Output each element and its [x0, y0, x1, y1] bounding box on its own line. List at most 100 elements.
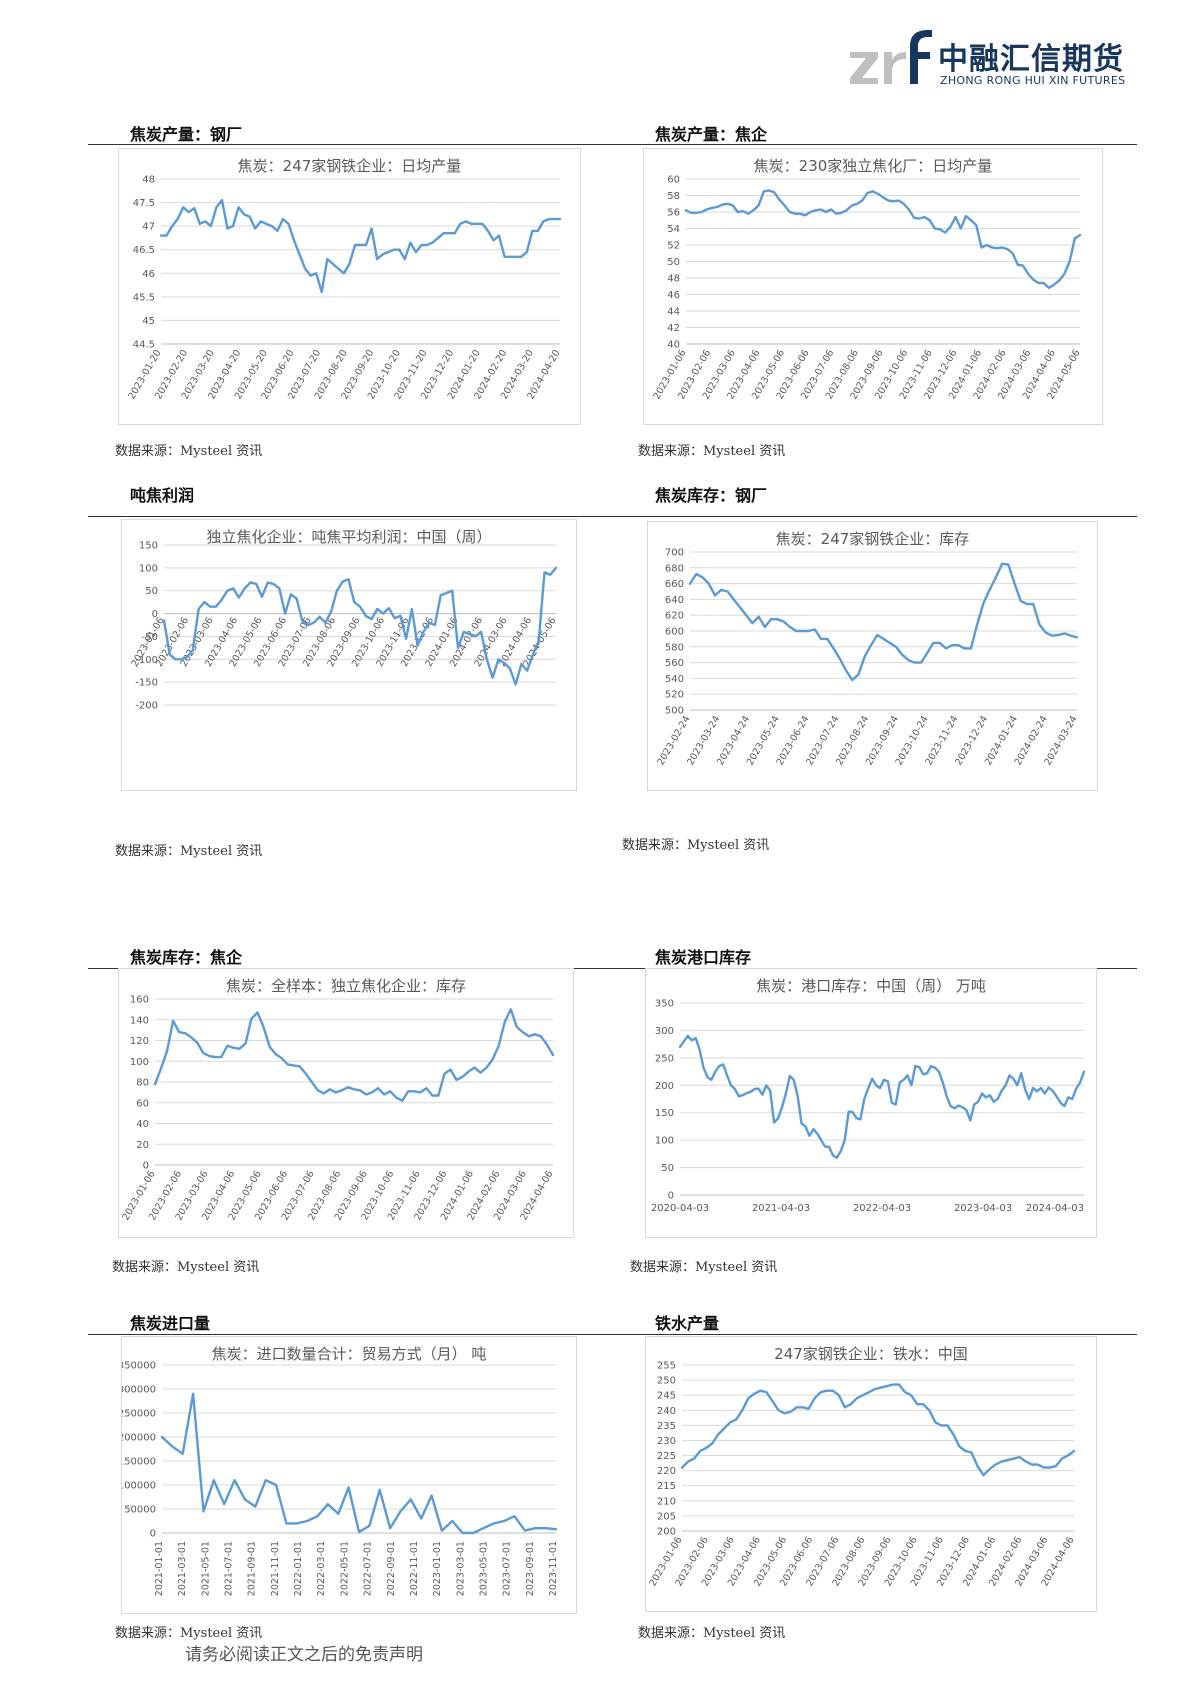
y-tick-label: 46.5: [133, 245, 155, 256]
y-tick-label: 20: [136, 1140, 149, 1151]
x-tick-label: 2023-11-01: [548, 1541, 559, 1596]
y-tick-label: 50000: [124, 1505, 156, 1516]
y-tick-label: 60: [136, 1098, 149, 1109]
x-tick-label: 2022-09-01: [386, 1541, 397, 1596]
series-line: [162, 566, 558, 686]
y-tick-label: 45.5: [133, 292, 155, 303]
y-tick-label: 235: [657, 1421, 676, 1432]
x-tick-label: 2021-01-01: [154, 1541, 165, 1596]
logo-chinese-name: 中融汇信期货: [938, 42, 1124, 77]
y-tick-label: 240: [657, 1406, 676, 1417]
data-source-note: 数据来源：Mysteel 资讯: [630, 1260, 778, 1275]
y-tick-label: 640: [665, 595, 684, 606]
data-source-note: 数据来源：Mysteel 资讯: [115, 1626, 263, 1641]
x-tick-label: 2023-07-01: [502, 1541, 513, 1596]
x-tick-label: 2022-04-03: [853, 1203, 911, 1214]
data-source-note: 数据来源：Mysteel 资讯: [115, 844, 263, 859]
y-tick-label: 44.5: [133, 340, 155, 351]
y-tick-label: 600: [665, 627, 684, 638]
y-tick-label: 220: [657, 1466, 676, 1477]
y-tick-label: 700: [665, 548, 684, 559]
x-tick-label: 2023-03-01: [455, 1541, 466, 1596]
y-tick-label: 215: [657, 1481, 676, 1492]
section-title: 焦炭产量：钢厂: [130, 125, 243, 144]
y-tick-label: 210: [657, 1496, 676, 1507]
y-tick-label: 58: [667, 191, 680, 202]
y-tick-label: 0: [143, 1161, 149, 1172]
y-tick-label: 620: [665, 611, 684, 622]
y-tick-label: 0: [152, 609, 158, 620]
x-tick-label: 2022-01-01: [293, 1541, 304, 1596]
y-tick-label: 350: [655, 999, 674, 1010]
y-tick-label: 500: [665, 706, 684, 717]
x-tick-label: 2022-07-01: [363, 1541, 374, 1596]
y-tick-label: 250000: [122, 1409, 156, 1420]
chart-title: 焦炭：247家钢铁企业：日均产量: [238, 157, 462, 175]
chart-title: 焦炭：全样本：独立焦化企业：库存: [226, 977, 466, 995]
y-tick-label: 100: [655, 1136, 674, 1147]
y-tick-label: 205: [657, 1511, 676, 1522]
y-tick-label: 680: [665, 563, 684, 574]
y-tick-label: 160: [130, 995, 149, 1006]
series-line: [688, 562, 1079, 682]
chart-steel-mill-coke-inventory: 焦炭：247家钢铁企业：库存 500 520 540 560 580 600 620 640 66…: [647, 521, 1098, 791]
data-source-note: 数据来源：Mysteel 资讯: [115, 444, 263, 459]
chart-title: 焦炭：230家独立焦化厂：日均产量: [754, 157, 993, 175]
chart-steel-mill-coke-output: 焦炭：247家钢铁企业：日均产量 44.5 45 45.5 46 46.5 47 47.5 48…: [118, 148, 581, 425]
chart-svg: 焦炭：进口数量合计：贸易方式（月） 吨 0 50000 100000 150000 200…: [122, 1345, 559, 1596]
x-tick-label: 2023-05-01: [478, 1541, 489, 1596]
y-tick-label: 46: [667, 290, 680, 301]
section-title: 焦炭库存：钢厂: [655, 486, 768, 505]
chart-title: 独立焦化企业：吨焦平均利润：中国（周）: [206, 528, 491, 546]
chart-svg: 独立焦化企业：吨焦平均利润：中国（周） -200 -150 -100 -50 0 50 100…: [129, 528, 558, 712]
y-tick-label: 150000: [122, 1457, 156, 1468]
section-title: 焦炭港口库存: [655, 948, 752, 967]
x-tick-label: 2021-05-01: [200, 1541, 211, 1596]
y-tick-label: 245: [657, 1391, 676, 1402]
data-source-note: 数据来源：Mysteel 资讯: [638, 1626, 786, 1641]
y-tick-label: 230: [657, 1436, 676, 1447]
chart-coking-plant-coke-inventory: 焦炭：全样本：独立焦化企业：库存 0 20 40 60 80 100 120 140 160 202…: [118, 968, 574, 1238]
y-tick-label: 50: [145, 586, 158, 597]
y-tick-label: 47.5: [133, 198, 155, 209]
y-tick-label: 660: [665, 579, 684, 590]
y-tick-label: 45: [142, 316, 155, 327]
y-tick-label: 225: [657, 1451, 676, 1462]
y-tick-label: 520: [665, 690, 684, 701]
x-tick-label: 2023-09-01: [525, 1541, 536, 1596]
chart-coke-imports: 焦炭：进口数量合计：贸易方式（月） 吨 0 50000 100000 150000 200…: [121, 1336, 577, 1614]
x-tick-label: 2022-11-01: [409, 1541, 420, 1596]
y-tick-label: 150: [139, 541, 158, 552]
company-logo: 中融汇信期货 ZHONG RONG HUI XIN FUTURES: [848, 28, 1128, 92]
y-tick-label: 300000: [122, 1385, 156, 1396]
chart-svg: 焦炭：247家钢铁企业：库存 500 520 540 560 580 600 620 640 66…: [655, 530, 1079, 767]
chart-title: 247家钢铁企业：铁水：中国: [774, 1345, 968, 1363]
chart-title: 焦炭：进口数量合计：贸易方式（月） 吨: [212, 1345, 487, 1363]
y-tick-label: 200: [657, 1527, 676, 1538]
chart-hot-metal-output: 247家钢铁企业：铁水：中国 200 205 210 215 220 225 230 235 24…: [645, 1336, 1097, 1612]
section-divider: [88, 144, 1137, 145]
chart-title: 焦炭：港口库存：中国（周） 万吨: [756, 977, 986, 995]
x-tick-label: 2023-01-01: [432, 1541, 443, 1596]
y-tick-label: 580: [665, 642, 684, 653]
y-tick-label: 100: [130, 1057, 149, 1068]
x-tick-label: 2024-04-03: [1026, 1203, 1084, 1214]
y-tick-label: 100000: [122, 1481, 156, 1492]
y-tick-label: 40: [136, 1119, 149, 1130]
y-tick-label: 54: [667, 224, 680, 235]
section-divider: [88, 1334, 1137, 1335]
y-tick-label: 56: [667, 208, 680, 219]
section-title: 焦炭产量：焦企: [655, 125, 768, 144]
chart-svg: 247家钢铁企业：铁水：中国 200 205 210 215 220 225 230 235 24…: [647, 1345, 1076, 1588]
chart-coking-plant-coke-output: 焦炭：230家独立焦化厂：日均产量 40 42 44 46 48 50 52 54 56 58 60 2…: [643, 148, 1103, 425]
series-line: [153, 1008, 555, 1102]
y-tick-label: 250: [655, 1053, 674, 1064]
section-title: 吨焦利润: [130, 486, 195, 505]
y-tick-label: 0: [668, 1191, 674, 1202]
x-tick-label: 2020-04-03: [651, 1203, 709, 1214]
series-line: [160, 1392, 558, 1535]
x-tick-label: 2021-07-01: [224, 1541, 235, 1596]
y-tick-label: 250: [657, 1376, 676, 1387]
y-tick-label: 52: [667, 241, 680, 252]
x-tick-label: 2021-11-01: [270, 1541, 281, 1596]
